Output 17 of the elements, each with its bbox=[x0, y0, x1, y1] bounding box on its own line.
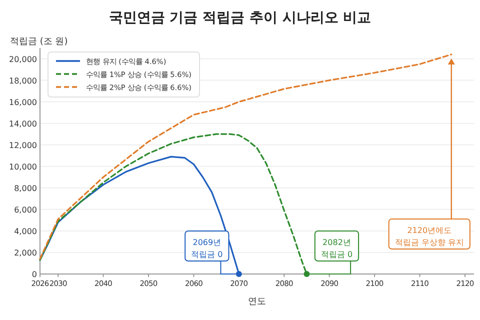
y-axis-title: 적립금 (조 원) bbox=[10, 37, 68, 47]
y-tick-label: 16,000 bbox=[9, 98, 37, 107]
y-tick-label: 12,000 bbox=[9, 140, 37, 150]
y-tick-label: 2,000 bbox=[14, 248, 37, 258]
y-tick-label: 10,000 bbox=[9, 162, 37, 172]
y-tick-label: 6,000 bbox=[14, 205, 37, 214]
y-tick-label: 0 bbox=[32, 270, 37, 279]
annotation: 2082년 적립금 0 bbox=[320, 238, 353, 259]
x-axis-title: 연도 bbox=[248, 297, 266, 307]
annotation: 2120년에도 적립금 우상향 유지 bbox=[394, 226, 464, 247]
y-tick-label: 8,000 bbox=[14, 184, 37, 193]
chart-title: 국민연금 기금 적립금 추이 시나리오 비교 bbox=[108, 10, 372, 26]
annotation: 2069년 적립금 0 bbox=[191, 238, 223, 259]
y-tick-label: 14,000 bbox=[9, 119, 37, 128]
y-tick-label: 18,000 bbox=[9, 76, 37, 86]
y-tick-label: 4,000 bbox=[14, 226, 37, 236]
y-tick-label: 20,000 bbox=[9, 54, 37, 64]
